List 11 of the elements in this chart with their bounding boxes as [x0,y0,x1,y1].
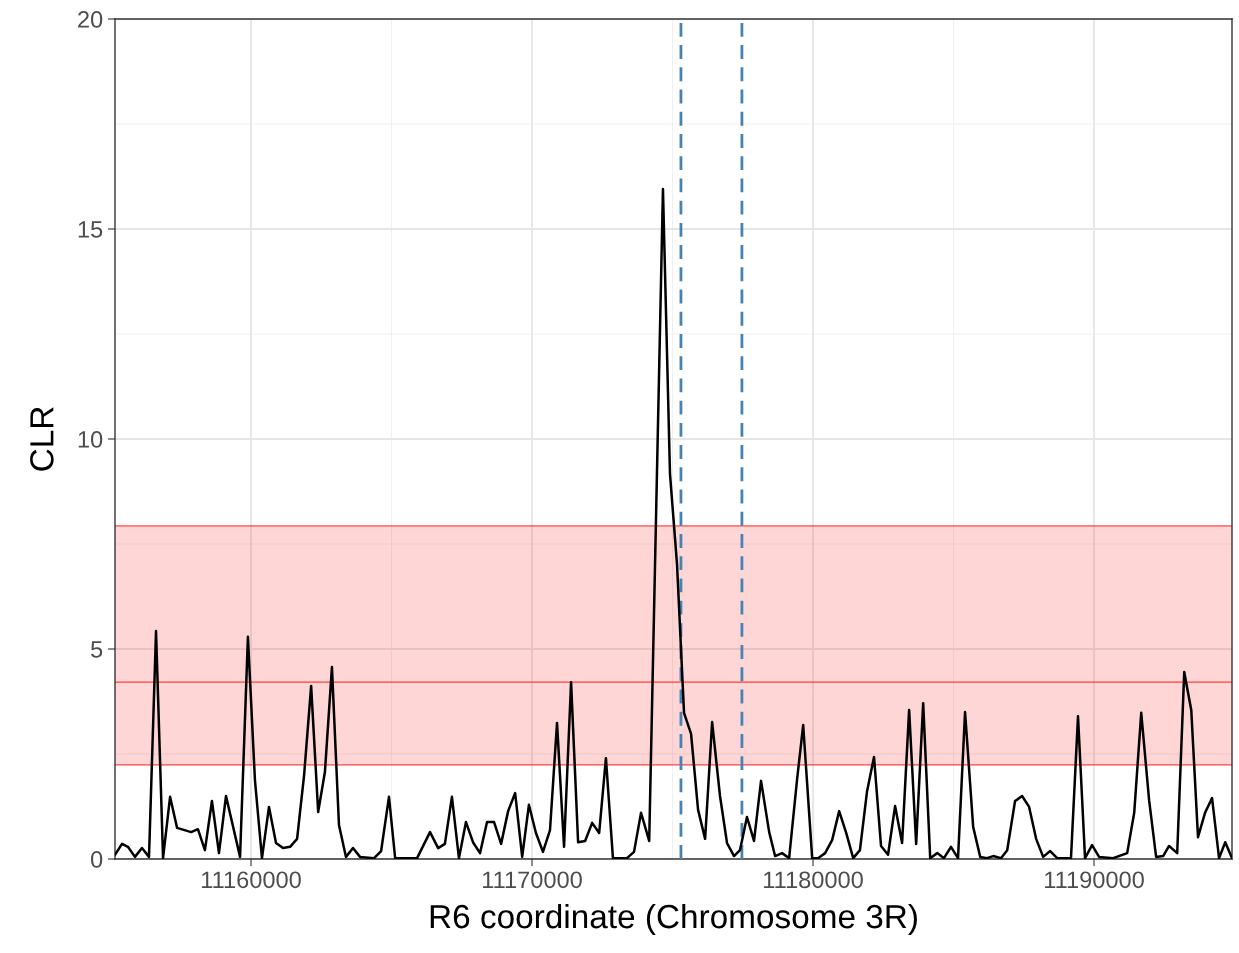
x-tick-label: 11170000 [483,871,582,889]
x-tick-label: 11160000 [202,871,301,889]
y-tick-label: 10 [78,431,103,448]
x-tick-label: 11180000 [764,871,863,889]
x-axis-title: R6 coordinate (Chromosome 3R) [430,903,917,935]
y-tick-label: 15 [78,221,103,238]
x-tick-label: 11190000 [1045,871,1144,889]
y-tick-label: 5 [91,641,103,658]
y-tick-label: 0 [90,851,103,868]
y-axis-title: CLR [30,407,54,471]
y-tick-label: 20 [78,11,103,28]
